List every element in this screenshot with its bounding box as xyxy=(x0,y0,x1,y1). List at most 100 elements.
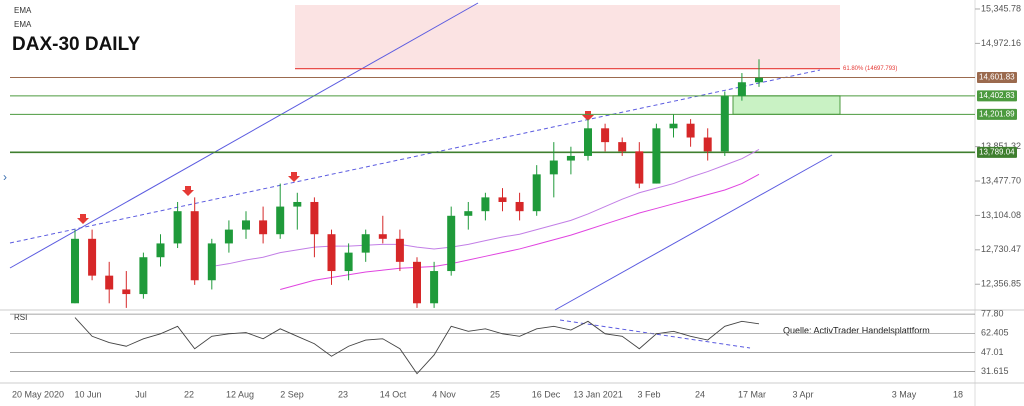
candle-body xyxy=(173,211,182,244)
candle-body xyxy=(344,252,353,272)
annotation-box xyxy=(768,322,968,380)
candle-body xyxy=(720,96,729,152)
arrow xyxy=(582,111,594,121)
annotation: Quelle: ActivTrader Handelsplattform xyxy=(783,325,930,335)
y-tick-label: 12,730.47 xyxy=(981,244,1021,254)
level-label: 14,201.89 xyxy=(979,109,1015,118)
fib-label: 61.80% (14697.793) xyxy=(843,66,897,72)
trend-line xyxy=(9,2,479,269)
candle-body xyxy=(549,160,558,175)
y-tick-label: 31.615 xyxy=(981,366,1009,376)
candle-body xyxy=(105,275,114,290)
y-tick-label: 13,104.08 xyxy=(981,210,1021,220)
y-tick-label: 15,345.78 xyxy=(981,3,1021,13)
candle-body xyxy=(122,289,131,295)
chart-title: DAX-30 DAILY xyxy=(12,34,140,55)
x-tick-label: 17 Mar xyxy=(738,389,766,399)
candle-body xyxy=(464,211,473,216)
candle-body xyxy=(378,234,387,239)
candle-body xyxy=(88,238,97,276)
arrow xyxy=(182,186,194,196)
x-tick-label: 16 Dec xyxy=(532,389,561,399)
resistance-zone xyxy=(295,5,840,70)
y-tick-label: 13,851.32 xyxy=(981,141,1021,151)
x-tick-label: 25 xyxy=(490,389,500,399)
x-tick-label: 22 xyxy=(184,389,194,399)
x-tick-label: 4 Nov xyxy=(432,389,456,399)
candle-body xyxy=(447,215,456,272)
candle-body xyxy=(430,271,439,304)
candle-body xyxy=(703,137,712,152)
candle-body xyxy=(207,243,216,281)
x-tick-label: 24 xyxy=(695,389,705,399)
candle-body xyxy=(259,220,268,235)
candle-body xyxy=(190,211,199,281)
candle-body xyxy=(584,128,592,156)
y-tick-label: 47.01 xyxy=(981,347,1004,357)
x-tick-label: 12 Aug xyxy=(226,389,254,399)
x-tick-label: 3 Feb xyxy=(637,389,660,399)
trend-line xyxy=(9,69,821,244)
candle-body xyxy=(686,123,695,138)
arrow xyxy=(77,214,89,224)
y-tick-label: 62.405 xyxy=(981,328,1009,338)
candle-body xyxy=(652,128,661,184)
indicator-label: EMA xyxy=(14,20,32,29)
x-tick-label: 23 xyxy=(338,389,348,399)
candle-body xyxy=(601,128,610,143)
arrow xyxy=(288,172,300,182)
indicator-label: EMA xyxy=(14,6,32,15)
y-tick-label: 14,972.16 xyxy=(981,38,1021,48)
candle-body xyxy=(276,206,285,235)
ema-line xyxy=(280,173,760,290)
level-label: 14,402.83 xyxy=(979,91,1015,100)
candle-body xyxy=(618,142,627,152)
candle-body xyxy=(327,234,336,272)
rsi-line xyxy=(74,317,760,375)
x-tick-label: 13 Jan 2021 xyxy=(573,389,623,399)
x-tick-label: 14 Oct xyxy=(380,389,407,399)
indicator-label: RSI xyxy=(14,313,27,322)
x-tick-label: Jul xyxy=(135,389,147,399)
candle-body xyxy=(515,201,524,212)
y-tick-label: 77.80 xyxy=(981,308,1004,318)
level-label: 14,601.83 xyxy=(979,73,1015,82)
candle-body xyxy=(293,201,302,207)
candle-body xyxy=(669,123,678,129)
y-tick-label: 12,356.85 xyxy=(981,279,1021,289)
level-tag xyxy=(977,71,1017,83)
candle-body xyxy=(755,77,763,83)
x-tick-label: 18 xyxy=(953,389,963,399)
candle-body xyxy=(310,201,319,235)
y-tick-label: 13,477.70 xyxy=(981,175,1021,185)
candle-body xyxy=(224,229,233,244)
signal-arrows xyxy=(77,111,594,224)
candle-body xyxy=(481,197,490,212)
x-tick-label: 3 Apr xyxy=(792,389,813,399)
support-zone xyxy=(732,95,841,115)
candle-body xyxy=(361,234,370,253)
level-tag xyxy=(977,90,1017,102)
candle-body xyxy=(532,174,541,212)
candle-body xyxy=(71,238,79,304)
candle-body xyxy=(139,257,148,295)
candle-body xyxy=(737,82,746,97)
x-tick-label: 3 May xyxy=(892,389,917,399)
candle-body xyxy=(242,220,250,230)
candle-body xyxy=(413,261,421,304)
x-tick-label: 2 Sep xyxy=(280,389,304,399)
candle-body xyxy=(498,197,507,202)
candle-body xyxy=(156,243,165,258)
candle-body xyxy=(635,151,644,184)
level-tag xyxy=(977,146,1017,158)
ema-line xyxy=(211,149,760,267)
candle-body xyxy=(395,238,404,262)
level-tag xyxy=(977,108,1017,120)
x-tick-label: 10 Jun xyxy=(74,389,101,399)
x-tick-label: 20 May 2020 xyxy=(12,389,64,399)
trend-line xyxy=(554,154,833,311)
level-label: 13,789.04 xyxy=(979,147,1015,156)
expand-arrow[interactable]: › xyxy=(3,170,7,184)
candle-body xyxy=(566,155,575,161)
